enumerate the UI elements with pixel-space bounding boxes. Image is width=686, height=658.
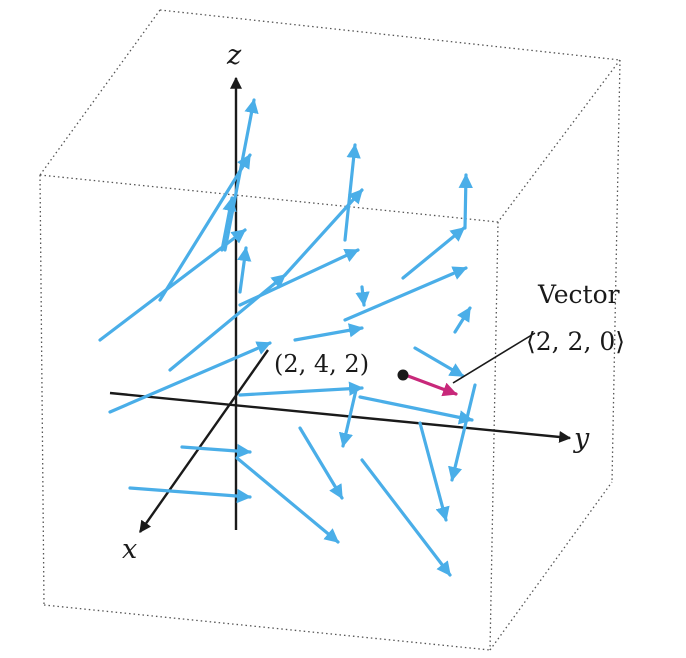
field-vector (180, 443, 252, 459)
field-vector (128, 486, 252, 504)
box-edge (489, 481, 613, 651)
axes (109, 76, 572, 533)
box-edge (611, 59, 621, 483)
field-vector (108, 341, 272, 414)
field-vector (413, 346, 465, 378)
field-vector (220, 196, 237, 252)
box-edge (39, 174, 45, 606)
box-edge (39, 9, 161, 176)
field-vector (223, 98, 259, 252)
vector-callout-line (452, 332, 536, 384)
box-edge (497, 59, 621, 223)
highlight-vector (406, 374, 458, 397)
field-vector (238, 381, 364, 397)
y-axis-label: y (573, 423, 590, 454)
field-vector (358, 395, 474, 425)
field-vector (338, 388, 358, 448)
x-axis-label: x (122, 534, 137, 565)
field-vector (458, 173, 473, 230)
point-label: (2, 4, 2) (274, 350, 369, 378)
highlight (397, 332, 536, 397)
field-vector (237, 246, 252, 294)
box-edge (39, 174, 499, 223)
y-axis (109, 391, 572, 443)
field-vector (158, 153, 252, 302)
field-vector (418, 421, 450, 522)
field-vector (283, 188, 364, 277)
field-vector (343, 143, 361, 242)
x-axis (139, 349, 269, 533)
vector-title-label: Vector (537, 280, 620, 309)
field-vector (298, 426, 344, 500)
field-vector (453, 306, 472, 334)
field-vector (360, 458, 452, 577)
field-vector (343, 266, 468, 322)
z-axis-label: z (226, 40, 242, 71)
vector-field (98, 98, 477, 577)
field-vector (235, 456, 340, 544)
box-edge (43, 604, 491, 651)
box-edge (159, 9, 621, 61)
field-vector (401, 226, 466, 280)
field-vector (355, 285, 370, 307)
field-vector (448, 383, 477, 482)
box-edge (489, 221, 499, 651)
vector-value-label: ⟨2, 2, 0⟩ (526, 327, 625, 356)
point-dot (397, 369, 409, 381)
field-vector (168, 273, 287, 372)
field-vector (293, 323, 364, 342)
bounding-box (39, 9, 621, 651)
